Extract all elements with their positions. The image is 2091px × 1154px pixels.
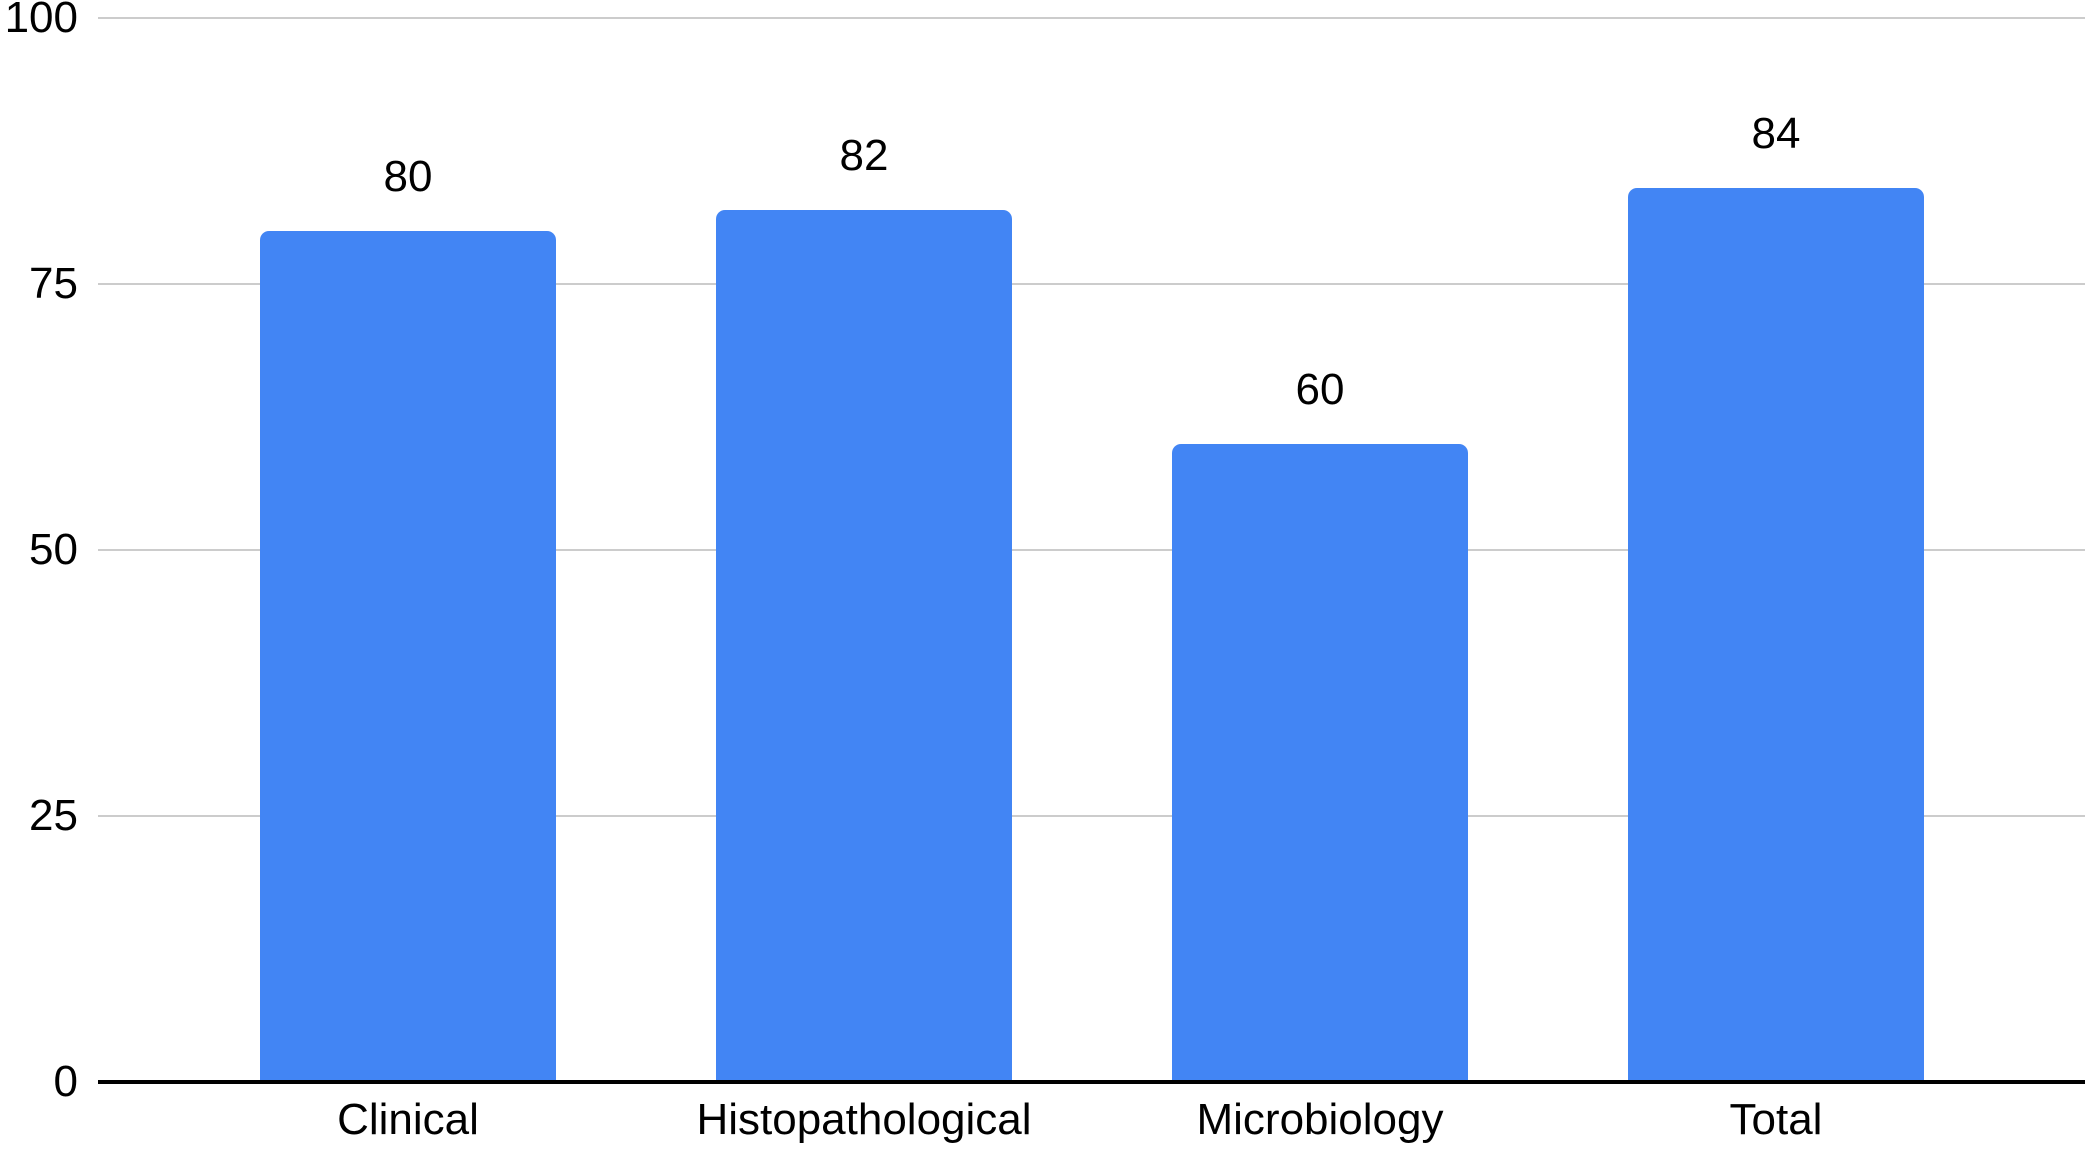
x-axis-category-label: Microbiology [1196, 1095, 1444, 1144]
bar [1172, 443, 1468, 1082]
bar-value-label: 80 [383, 151, 433, 201]
gridline [98, 549, 2085, 551]
y-axis-tick-label: 0 [53, 1057, 78, 1106]
gridline [98, 17, 2085, 19]
x-axis-category-label: Total [1729, 1095, 1823, 1144]
y-axis-tick-label: 75 [29, 259, 78, 308]
bar [716, 209, 1012, 1082]
y-axis-tick-label: 100 [4, 0, 78, 42]
bar [1628, 188, 1924, 1082]
x-axis-category-label: Histopathological [696, 1095, 1032, 1144]
gridline [98, 815, 2085, 817]
bar-value-label: 84 [1751, 109, 1801, 159]
x-axis-category-label: Clinical [337, 1095, 479, 1144]
y-axis-tick-label: 25 [29, 791, 78, 840]
y-axis-tick-label: 50 [29, 525, 78, 574]
bar-value-label: 82 [839, 130, 889, 180]
gridline [98, 283, 2085, 285]
bar-value-label: 60 [1295, 364, 1345, 414]
bar [260, 230, 556, 1082]
x-axis-line [98, 1080, 2085, 1084]
